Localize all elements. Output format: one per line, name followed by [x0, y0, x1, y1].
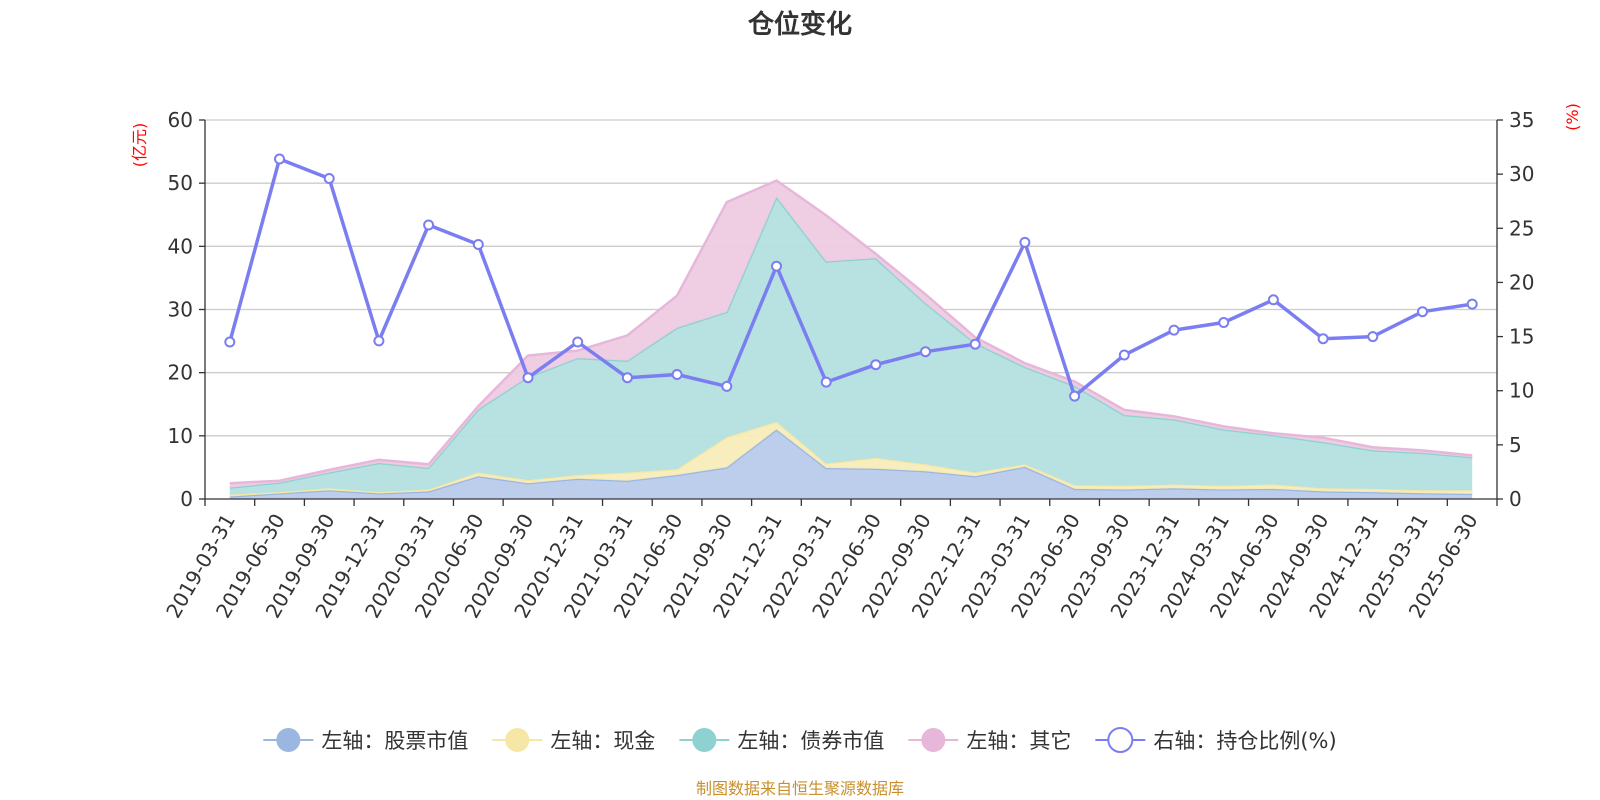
left-tick-label: 10 — [168, 424, 193, 448]
stacked-areas — [229, 179, 1473, 499]
right-tick-label: 35 — [1509, 108, 1534, 132]
legend-label: 左轴：现金 — [550, 729, 655, 753]
ratio-point[interactable] — [572, 336, 584, 348]
left-tick-label: 20 — [168, 361, 193, 385]
legend-label: 左轴：股票市值 — [321, 729, 468, 753]
ratio-point[interactable] — [721, 380, 733, 392]
ratio-point[interactable] — [621, 372, 633, 384]
ratio-point[interactable] — [1019, 236, 1031, 248]
ratio-point[interactable] — [1069, 390, 1081, 402]
ratio-line-path — [228, 157, 1473, 398]
ratio-point[interactable] — [1267, 294, 1279, 306]
legend-circle-icon — [1107, 727, 1134, 753]
legend-item[interactable]: 左轴：股票市值 — [263, 728, 468, 753]
ratio-point[interactable] — [1417, 306, 1428, 318]
ratio-point[interactable] — [920, 346, 931, 358]
left-tick-label: 60 — [168, 108, 193, 132]
ratio-point[interactable] — [1317, 333, 1329, 345]
right-tick-label: 20 — [1509, 270, 1534, 294]
ratio-point[interactable] — [1367, 331, 1379, 343]
legend-circle-icon — [276, 728, 301, 752]
right-axis-unit: (%) — [1563, 103, 1582, 131]
legend: 左轴：股票市值 左轴：现金 左轴：债券市值 左轴：其它 右轴：持仓比例(%) — [263, 727, 1337, 753]
area-series-2 — [229, 197, 1473, 495]
left-tick-label: 50 — [168, 171, 193, 195]
chart-title: 仓位变化 — [747, 9, 852, 40]
right-tick-label: 10 — [1509, 379, 1534, 403]
ratio-point[interactable] — [1466, 298, 1478, 310]
legend-circle-icon — [692, 728, 717, 752]
ratio-point[interactable] — [870, 359, 882, 371]
right-tick-label: 25 — [1509, 216, 1534, 240]
area-series-3 — [229, 180, 1473, 488]
left-tick-label: 30 — [168, 298, 193, 322]
ratio-point[interactable] — [969, 338, 981, 350]
left-tick-label: 0 — [180, 487, 193, 511]
legend-circle-icon — [505, 728, 530, 752]
ratio-point[interactable] — [472, 239, 484, 250]
legend-label: 右轴：持仓比例(%) — [1153, 729, 1336, 753]
ratio-point[interactable] — [1168, 324, 1180, 336]
ratio-line — [224, 153, 1478, 402]
right-tick-label: 5 — [1509, 433, 1522, 457]
ratio-point[interactable] — [1118, 349, 1130, 361]
ratio-point[interactable] — [522, 372, 534, 384]
legend-item[interactable]: 左轴：现金 — [492, 728, 655, 753]
right-tick-label: 15 — [1509, 325, 1534, 349]
data-source-note: 制图数据来自恒生聚源数据库 — [696, 779, 904, 798]
left-axis-unit: (亿元) — [130, 123, 149, 168]
legend-label: 左轴：债券市值 — [737, 729, 884, 753]
ratio-point[interactable] — [820, 376, 832, 388]
ratio-point[interactable] — [423, 219, 435, 231]
right-tick-label: 30 — [1509, 162, 1534, 186]
area-edge-series-3 — [229, 179, 1473, 485]
ratio-point[interactable] — [771, 260, 782, 272]
legend-item[interactable]: 左轴：其它 — [908, 728, 1071, 753]
legend-item[interactable]: 右轴：持仓比例(%) — [1095, 727, 1337, 753]
legend-item[interactable]: 左轴：债券市值 — [679, 728, 884, 753]
legend-label: 左轴：其它 — [966, 729, 1071, 753]
ratio-point[interactable] — [373, 335, 385, 347]
left-tick-label: 40 — [168, 234, 193, 258]
legend-circle-icon — [921, 728, 946, 752]
ratio-point[interactable] — [274, 153, 285, 165]
ratio-point[interactable] — [224, 336, 236, 348]
right-tick-label: 0 — [1509, 487, 1522, 511]
ratio-point[interactable] — [1218, 317, 1230, 328]
ratio-point[interactable] — [323, 173, 335, 184]
ratio-point[interactable] — [671, 369, 683, 380]
